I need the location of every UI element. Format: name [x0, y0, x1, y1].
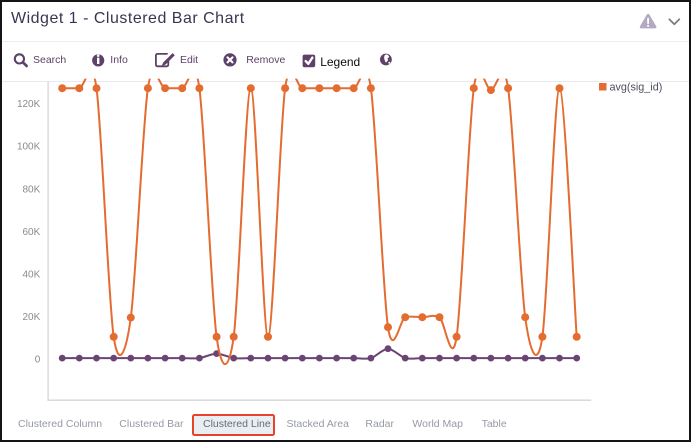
svg-text:0: 0 [35, 355, 41, 366]
svg-text:60K: 60K [23, 227, 41, 238]
svg-text:20K: 20K [23, 312, 41, 323]
svg-text:40K: 40K [23, 270, 41, 281]
svg-text:100K: 100K [17, 142, 41, 153]
svg-text:avg(sig_id): avg(sig_id) [610, 82, 663, 94]
svg-text:80K: 80K [23, 184, 41, 195]
svg-text:120K: 120K [17, 99, 41, 110]
